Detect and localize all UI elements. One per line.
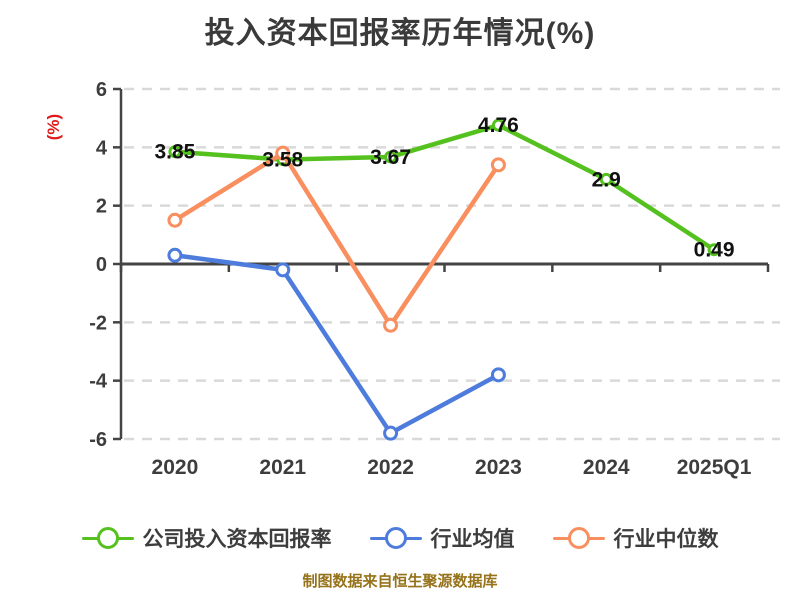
data-point-marker (168, 145, 182, 159)
legend-line-dot-icon (81, 526, 134, 550)
data-source-note: 制图数据来自恒生聚源数据库 (302, 573, 498, 590)
x-tick-label: 2023 (475, 456, 522, 479)
data-point-marker (167, 212, 183, 228)
x-tick-label: 2025Q1 (677, 456, 752, 479)
y-tick-label: 2 (96, 196, 107, 218)
data-point-marker (384, 150, 398, 164)
legend-label-industry-average: 行业均值 (430, 528, 515, 551)
data-point-marker (167, 247, 183, 263)
x-tick-label: 2022 (367, 456, 414, 479)
legend-label-industry-median: 行业中位数 (613, 528, 719, 551)
y-axis-name: (%) (44, 114, 63, 140)
series-line-0 (172, 122, 717, 252)
data-point-value-label: 3.58 (262, 149, 303, 172)
legend-item-industry-median[interactable]: 行业中位数 (552, 523, 719, 553)
legend: 公司投入资本回报率 行业均值 行业中位数 (0, 519, 800, 557)
data-point-marker (275, 145, 291, 161)
data-point-value-label: 0.49 (694, 239, 735, 262)
y-tick-label: -2 (89, 312, 107, 334)
legend-line-dot-icon (369, 526, 422, 550)
y-tick-label: -6 (89, 429, 107, 451)
data-point-marker (490, 367, 506, 383)
legend-label-company-roic: 公司投入资本回报率 (142, 528, 332, 551)
data-point-value-label: 3.67 (370, 146, 411, 169)
legend-line-dot-icon (552, 526, 605, 550)
data-point-marker (599, 172, 613, 186)
legend-item-industry-average[interactable]: 行业均值 (369, 523, 515, 553)
chart-title: 投入资本回报率历年情况(%) (204, 17, 596, 50)
data-point-value-label: 2.9 (592, 168, 621, 191)
y-tick-label: 0 (96, 254, 107, 276)
data-point-marker (383, 317, 399, 333)
data-point-value-label: 3.85 (154, 141, 195, 164)
data-point-marker (275, 262, 291, 278)
data-point-marker (383, 425, 399, 441)
series-line-2 (172, 150, 501, 328)
x-tick-label: 2024 (583, 456, 630, 479)
y-tick-label: 4 (96, 137, 108, 159)
x-tick-label: 2021 (259, 456, 306, 479)
data-point-marker (707, 243, 721, 257)
y-tick-label: -4 (89, 371, 108, 393)
data-point-value-label: 4.76 (478, 114, 519, 137)
series-line-1 (172, 253, 501, 436)
x-tick-label: 2020 (152, 456, 199, 479)
data-point-marker (491, 118, 505, 132)
y-tick-label: 6 (96, 79, 107, 101)
legend-item-company-roic[interactable]: 公司投入资本回报率 (81, 523, 332, 553)
data-point-marker (490, 157, 506, 173)
